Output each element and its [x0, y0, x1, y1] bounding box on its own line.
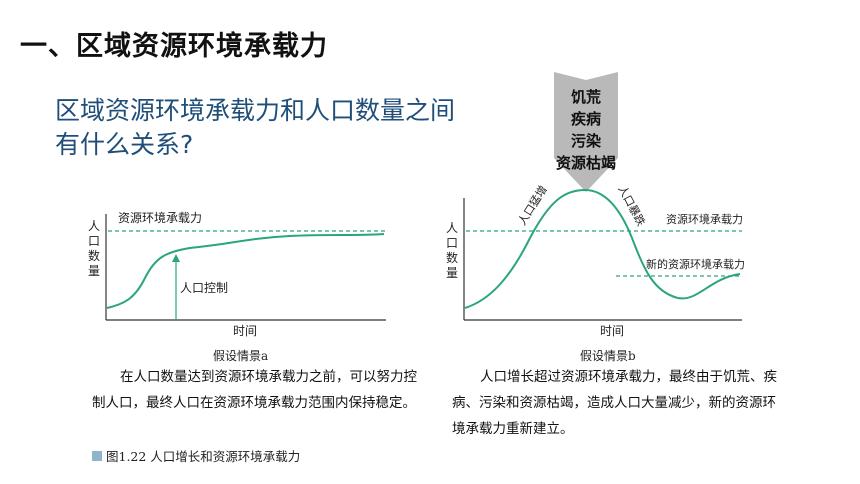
- figure-caption-text: 图1.22 人口增长和资源环境承载力: [106, 449, 301, 464]
- y-label-0: 人: [88, 219, 100, 233]
- new-capacity-label: 新的资源环境承载力: [646, 257, 745, 271]
- slide-title: 一、区域资源环境承载力: [20, 31, 328, 62]
- caption-square-icon: [92, 450, 102, 461]
- caption-a: 假设情景a: [213, 349, 269, 363]
- cause-0: 饥荒: [571, 88, 601, 106]
- causes-arrow: 饥荒 疾病 污染 资源枯竭: [554, 72, 618, 192]
- arrow-shape: [554, 72, 618, 192]
- text-a: 在人口数量达到资源环境承载力之前，可以努力控制人口，最终人口在资源环境承载力范围…: [92, 369, 417, 411]
- rise-label: 人口猛增: [515, 183, 550, 228]
- population-curve: [106, 233, 385, 309]
- x-label: 时间: [600, 324, 624, 338]
- cause-2: 污染: [571, 132, 602, 150]
- cause-1: 疾病: [571, 110, 601, 128]
- y-label-3: 量: [446, 266, 458, 280]
- text-b: 人口增长超过资源环境承载力，最终由于饥荒、疾病、污染和资源枯竭，造成人口大量减少…: [452, 369, 777, 437]
- y-label-2: 数: [88, 248, 100, 263]
- fall-label: 人口暴跌: [615, 183, 648, 228]
- control-label: 人口控制: [180, 281, 228, 295]
- caption-b: 假设情景b: [580, 349, 636, 363]
- control-arrowhead: [172, 254, 180, 262]
- cause-3: 资源枯竭: [556, 154, 616, 172]
- y-label-0: 人: [446, 221, 458, 235]
- chart-b: 资源环境承载力 新的资源环境承载力 人口猛增 人口暴跌 人 口 数 量 时间: [446, 183, 745, 338]
- slide-question: 区域资源环境承载力和人口数量之间有什么关系?: [55, 96, 456, 159]
- capacity-label: 资源环境承载力: [118, 210, 202, 225]
- x-label: 时间: [233, 324, 257, 338]
- figure-caption: 图1.22 人口增长和资源环境承载力: [92, 446, 300, 465]
- chart-a: 资源环境承载力 人口控制 人 口 数 量 时间: [88, 210, 386, 338]
- y-label-1: 口: [446, 236, 458, 250]
- y-label-3: 量: [88, 264, 100, 278]
- capacity-label: 资源环境承载力: [666, 212, 743, 226]
- population-curve: [464, 188, 741, 309]
- y-label-1: 口: [88, 234, 100, 248]
- y-label-2: 数: [446, 250, 458, 265]
